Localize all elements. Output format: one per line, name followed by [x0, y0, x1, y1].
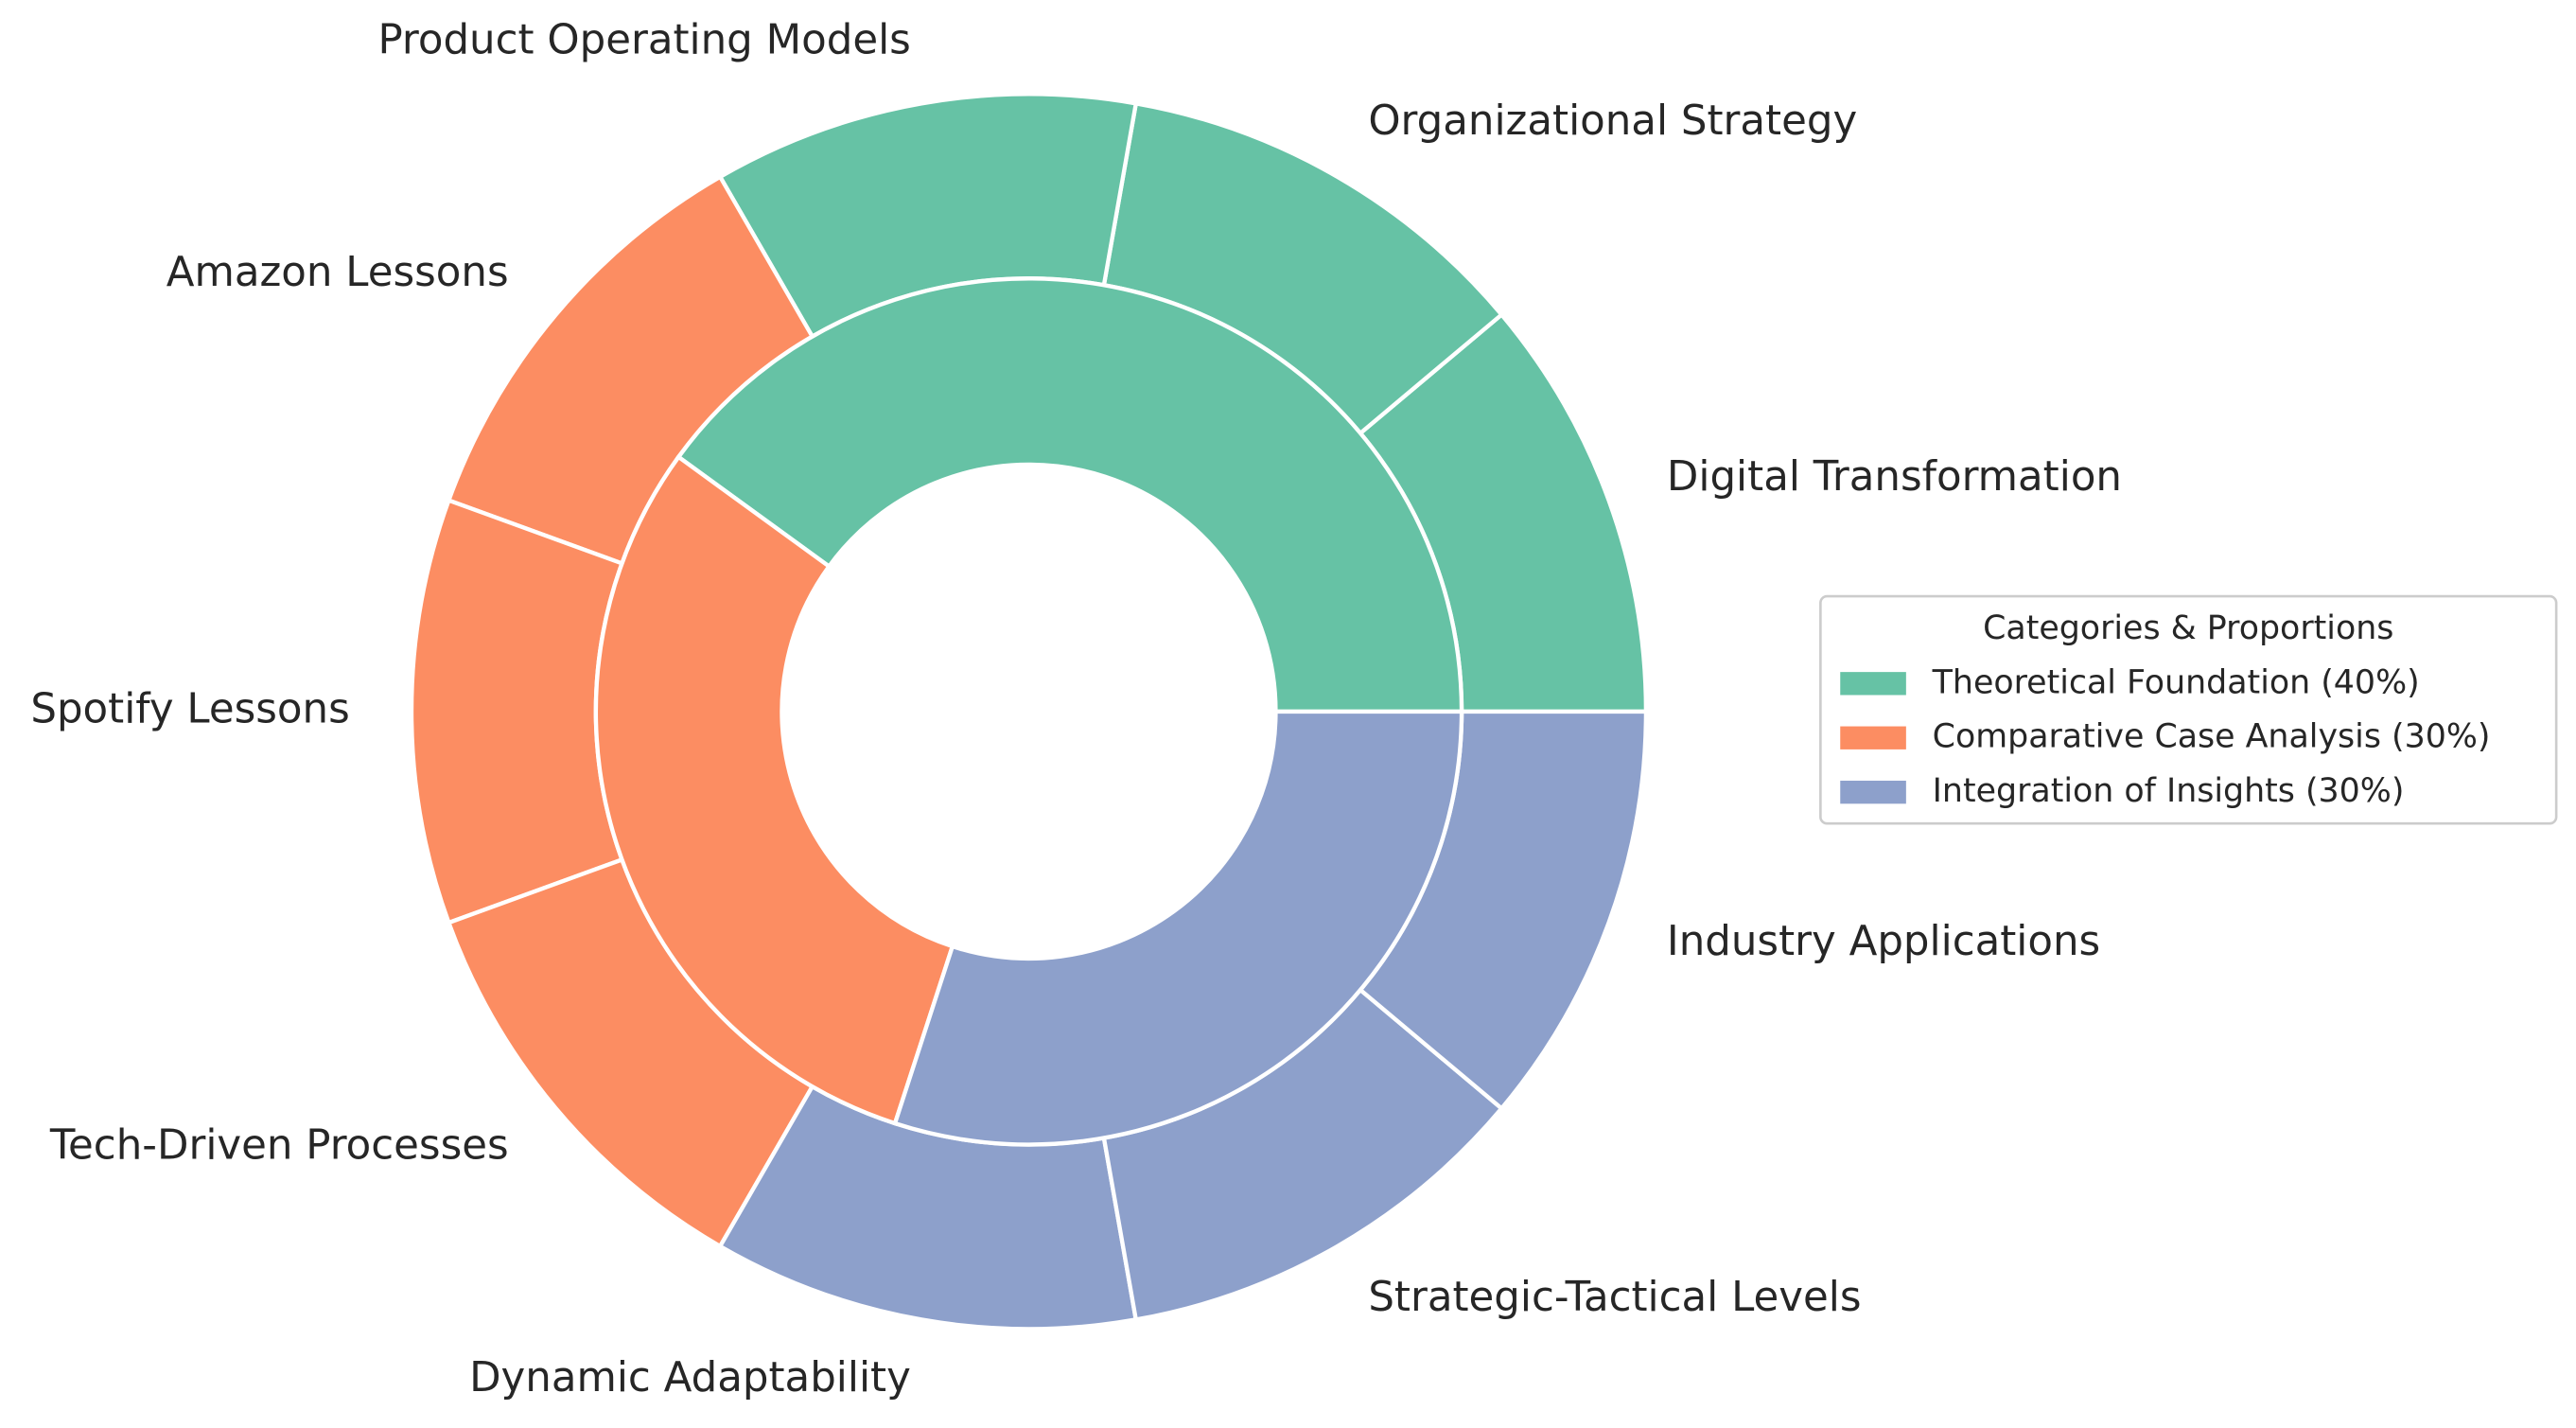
- slice-label: Tech-Driven Processes: [49, 1122, 509, 1170]
- slice-label: Dynamic Adaptability: [469, 1354, 911, 1402]
- legend-box: [1819, 594, 2558, 825]
- legend-swatch: [1840, 780, 1906, 804]
- legend-swatch: [1840, 672, 1906, 696]
- legend: Categories & Proportions Theoretical Foun…: [1819, 594, 2558, 825]
- wedge: [593, 453, 955, 1126]
- slice-label: Digital Transformation: [1667, 453, 2122, 501]
- wedge: [675, 276, 1464, 714]
- wedge: [409, 497, 625, 926]
- slice-label: Spotify Lessons: [30, 685, 349, 732]
- legend-title: Categories & Proportions: [1983, 609, 2393, 647]
- slice-label: Amazon Lessons: [166, 249, 509, 296]
- legend-label: Theoretical Foundation (40%): [1932, 663, 2420, 701]
- slice-label: Strategic-Tactical Levels: [1368, 1274, 1861, 1321]
- legend-swatch: [1840, 726, 1906, 749]
- legend-label: Comparative Case Analysis (30%): [1933, 718, 2491, 756]
- legend-label: Integration of Insights (30%): [1933, 772, 2405, 810]
- slice-label: Industry Applications: [1667, 918, 2100, 965]
- slice-label: Organizational Strategy: [1368, 97, 1857, 145]
- wedge: [892, 709, 1464, 1147]
- slice-label: Product Operating Models: [377, 17, 910, 64]
